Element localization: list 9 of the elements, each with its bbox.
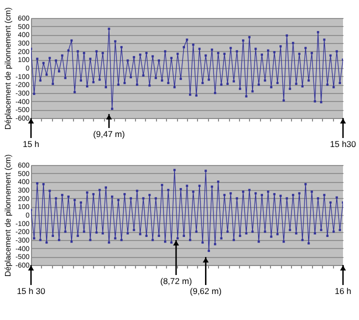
text: (8,72 m) <box>160 276 192 286</box>
text: 16 h <box>334 286 352 296</box>
y-axis-title: Déplacement de pilonnement (cm) <box>3 7 12 130</box>
text: (9,47 m) <box>93 129 125 139</box>
text: 15 h <box>22 139 40 149</box>
text: (9,62 m) <box>190 286 222 296</box>
text: 15 h30 <box>330 139 356 149</box>
y-axis-title: Déplacement de pilonnement (cm) <box>3 154 12 277</box>
text: 15 h 30 <box>16 286 46 296</box>
